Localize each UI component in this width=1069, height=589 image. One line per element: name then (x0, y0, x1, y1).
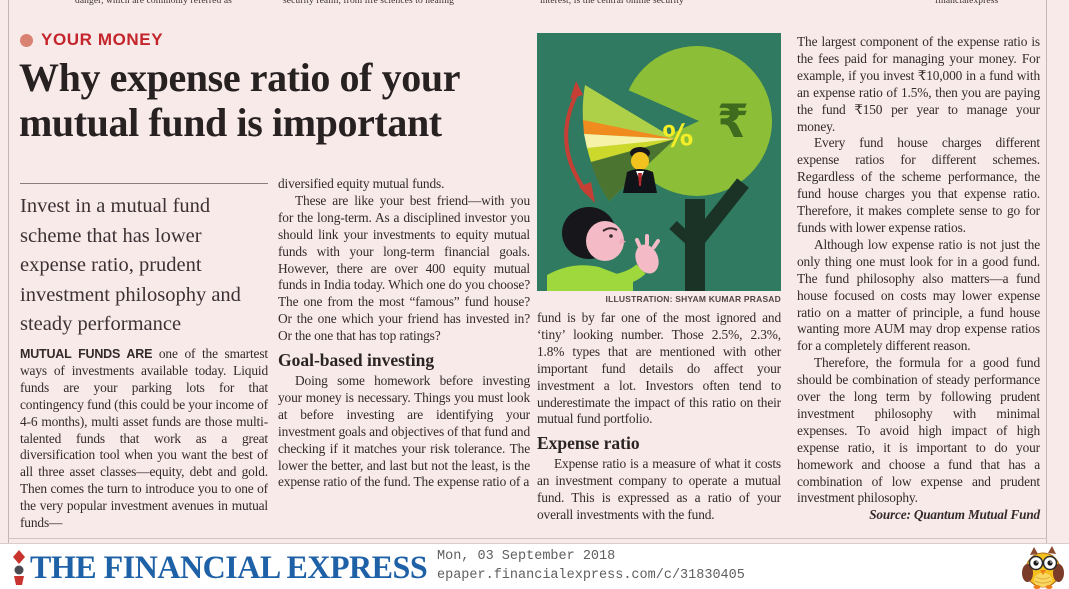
epaper-url[interactable]: epaper.financialexpress.com/c/31830405 (437, 568, 745, 583)
arrowhead-down-icon (579, 182, 595, 203)
investor-eye (609, 234, 613, 238)
top-cropped-text-strip: danger, which are commonly referred as s… (0, 0, 1069, 8)
pie-slice-band-cream (584, 134, 675, 148)
pie-slice-band-orange (583, 120, 675, 139)
owl-mascot-icon (1022, 546, 1064, 589)
body-paragraph: Therefore, the formula for a good fund s… (797, 355, 1040, 506)
article-column-2: diversified equity mutual funds. These a… (278, 176, 530, 491)
lead-in-caps: MUTUAL FUNDS ARE (20, 347, 153, 361)
article-column-1: MUTUAL FUNDS ARE one of the smartest way… (20, 346, 268, 532)
investor-face (586, 221, 624, 261)
cropped-text-fragment: danger, which are commonly referred as (75, 0, 232, 6)
illustration-credit: ILLUSTRATION: SHYAM KUMAR PRASAD (605, 294, 781, 304)
body-paragraph: Although low expense ratio is not just t… (797, 236, 1040, 354)
bullet-dot-icon (20, 33, 33, 47)
cropped-text-fragment: financialexpress (935, 0, 999, 6)
tree-pie-illustration: ₹ % (537, 33, 781, 291)
article-illustration: ₹ % (537, 33, 781, 291)
article-standfirst: Invest in a mutual fund scheme that has … (20, 195, 241, 336)
body-paragraph: Doing some homework before investing you… (278, 372, 530, 490)
epaper-date: Mon, 03 September 2018 (437, 549, 616, 564)
section-kicker-label: YOUR MONEY (41, 30, 164, 49)
arrowhead-up-icon (570, 81, 583, 99)
body-paragraph: MUTUAL FUNDS ARE one of the smartest way… (20, 346, 268, 532)
section-kicker: YOUR MONEY (20, 30, 163, 50)
investor-nose (619, 238, 626, 244)
manager-tie (638, 173, 642, 186)
body-paragraph: The largest component of the expense rat… (797, 34, 1040, 134)
article-column-4: The largest component of the expense rat… (797, 34, 1040, 524)
rupee-icon: ₹ (717, 94, 749, 148)
tree-branch-right (691, 178, 749, 246)
investor-eyebrow (602, 227, 618, 232)
express-emblem-icon (13, 550, 25, 585)
manager-head (631, 152, 649, 170)
percent-icon: % (661, 118, 695, 156)
subhead-expense-ratio: Expense ratio (537, 433, 640, 454)
source-credit: Source: Quantum Mutual Fund (869, 507, 1040, 523)
tree-branch-left (669, 220, 701, 252)
cropped-text-fragment: interest, is the central online security (540, 0, 684, 6)
body-paragraph: diversified equity mutual funds. (278, 176, 445, 191)
body-paragraph: Expense ratio is a measure of what it co… (537, 456, 781, 522)
cropped-text-fragment: security realm, from life sciences to he… (283, 0, 454, 6)
article-headline: Why expense ratio of your mutual fund is… (19, 55, 460, 146)
red-curved-arrow (564, 92, 589, 195)
epaper-stamp: Mon, 03 September 2018 epaper.financiale… (437, 547, 745, 585)
body-paragraph: Every fund house charges different expen… (797, 135, 1040, 235)
financial-express-masthead[interactable]: THE FINANCIAL EXPRESS (30, 550, 428, 586)
investor-arm (613, 264, 646, 288)
body-paragraph: These are like your best friend—with you… (278, 192, 530, 344)
body-paragraph: fund is by far one of the most ignored a… (537, 310, 781, 427)
page-bottom-border (8, 538, 1047, 539)
investor-fingers (635, 234, 660, 249)
body-text: one of the smartest ways of investments … (20, 346, 268, 531)
epaper-footer-bar (0, 543, 1069, 589)
article-column-3: fund is by far one of the most ignored a… (537, 310, 781, 524)
page-right-border (1046, 0, 1047, 543)
investor-shirt (547, 265, 633, 291)
page-left-border (8, 0, 9, 543)
investor-hand (635, 244, 659, 274)
subhead-goal-based-investing: Goal-based investing (278, 350, 435, 371)
standfirst-rule (20, 183, 268, 184)
